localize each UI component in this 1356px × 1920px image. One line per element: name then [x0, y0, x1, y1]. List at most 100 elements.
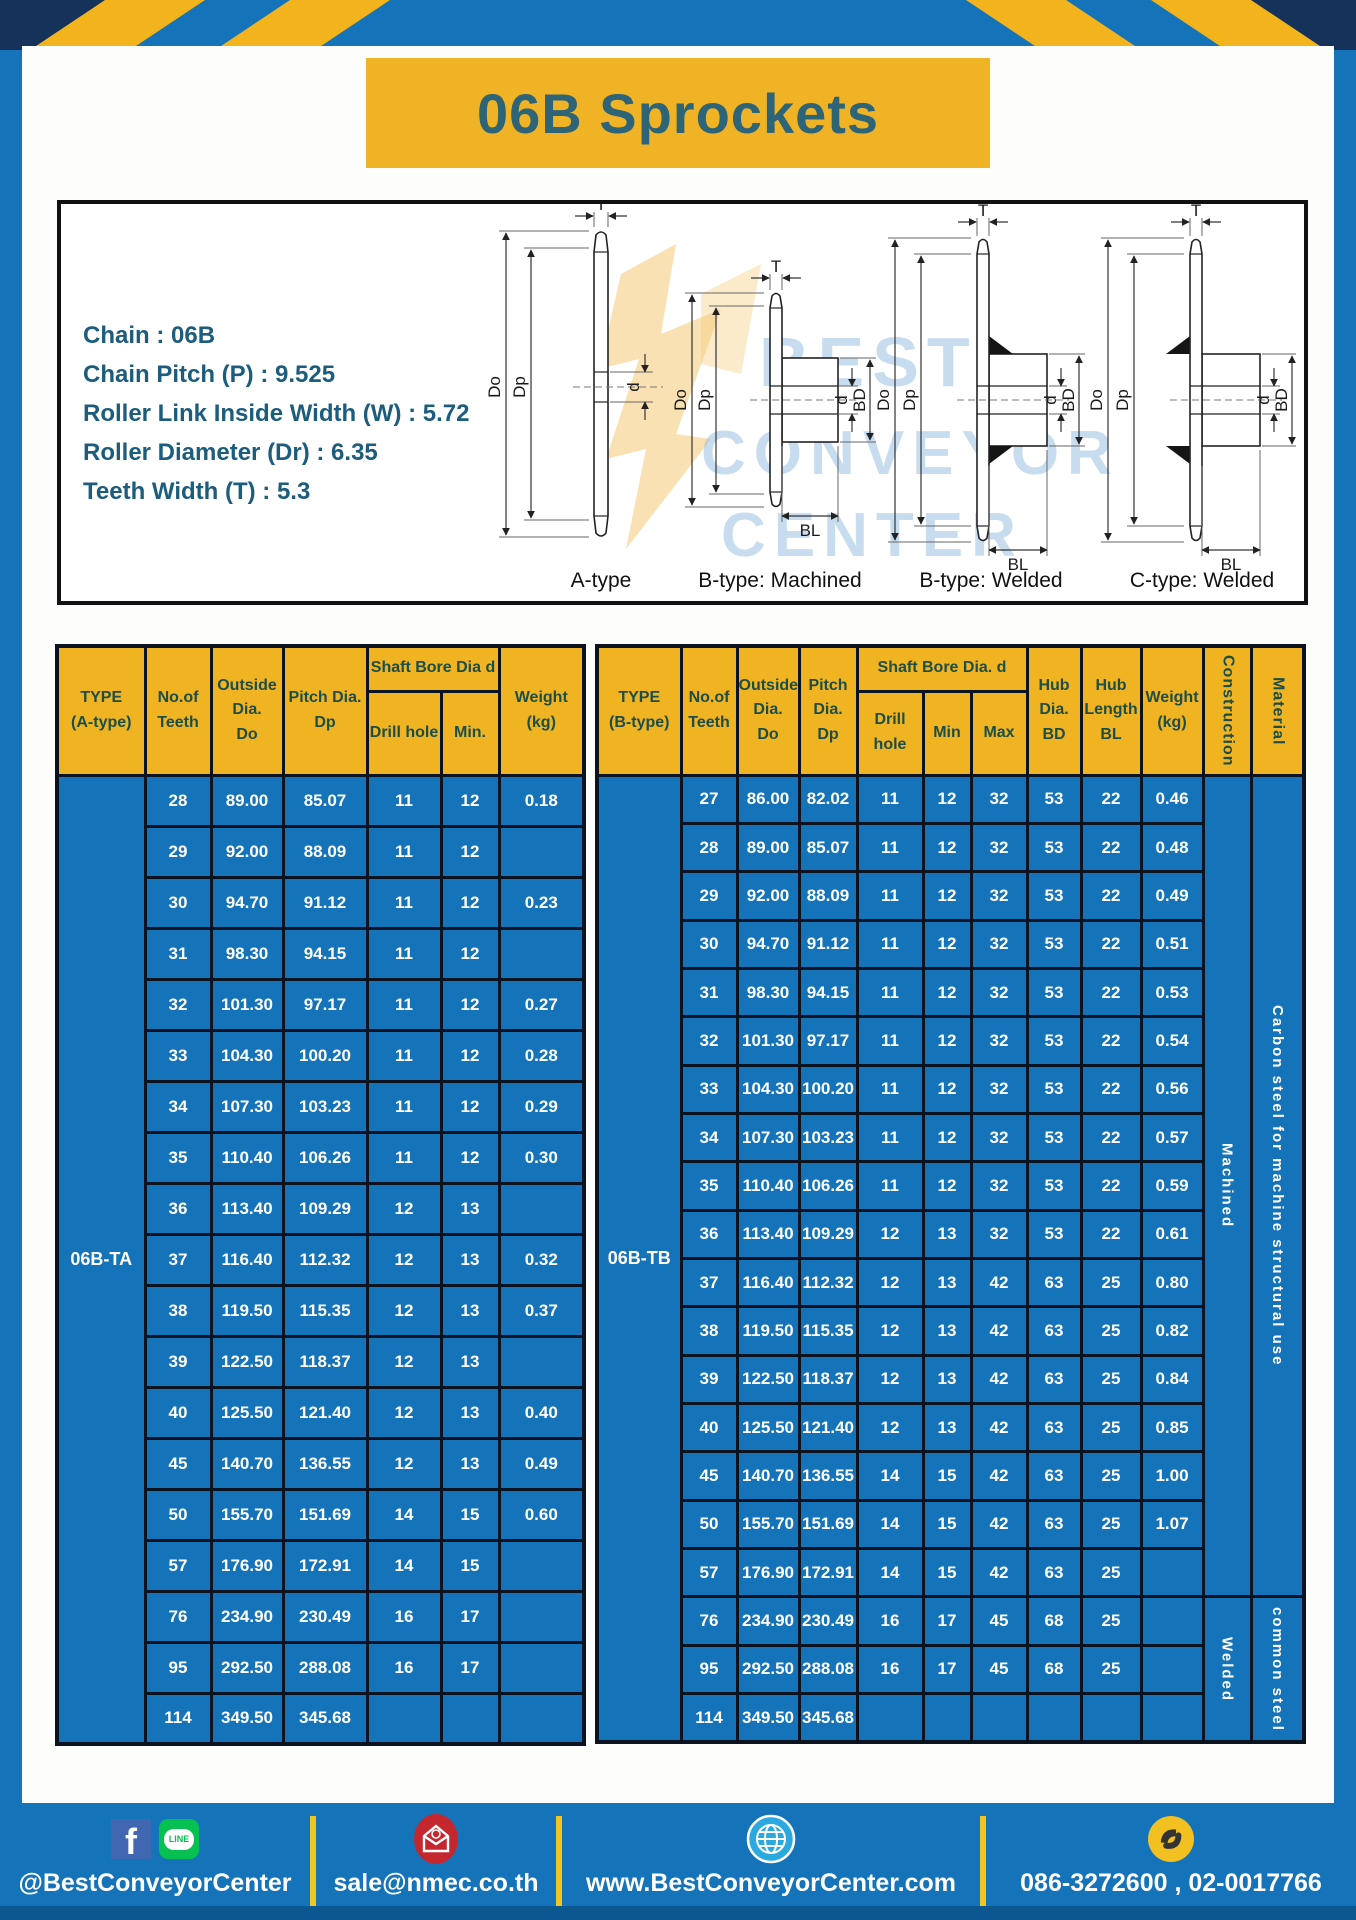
data-cell: 1.07: [1139, 1498, 1205, 1551]
table-row: 36 113.40 109.29 12 13 32 53 22 0.61: [597, 1208, 1304, 1260]
svg-text:T: T: [1191, 204, 1201, 220]
data-cell: 25: [1079, 1595, 1143, 1647]
data-cell: 82.02: [797, 773, 859, 825]
data-cell: 121.40: [281, 1385, 369, 1440]
data-cell: 94.70: [735, 918, 801, 970]
data-cell: 113.40: [209, 1181, 285, 1236]
dim-label-d: d: [624, 382, 643, 391]
spec-panel: BEST CONVEYOR CENTER Do Dp d T A-type: [57, 200, 1308, 605]
data-cell: 11: [855, 1063, 925, 1115]
col-header-drill-hole: Drill hole: [365, 689, 443, 777]
col-header-drill-hole: Drill hole: [855, 689, 925, 777]
title-banner: 06B Sprockets: [366, 58, 990, 168]
data-cell: 42: [969, 1546, 1029, 1599]
data-cell: 16: [365, 1589, 443, 1644]
data-cell: 89.00: [735, 821, 801, 874]
col-header-material: Material: [1249, 644, 1306, 777]
svg-text:T: T: [771, 257, 781, 276]
data-cell: 12: [365, 1232, 443, 1287]
data-cell: 11: [855, 1160, 925, 1212]
data-cell: 22: [1079, 773, 1143, 825]
data-cell: 11: [855, 821, 925, 874]
data-cell: 63: [1025, 1305, 1083, 1357]
svg-text:BD: BD: [850, 388, 869, 412]
table-row: 38 119.50 115.35 12 13 0.37: [57, 1283, 586, 1338]
data-cell: 32: [969, 773, 1029, 825]
table-row: 06B-TB 27 86.00 82.02 11 12 32 53 22 0.46 Machined…: [595, 773, 1306, 1744]
table-row: 39 122.50 118.37 12 13: [57, 1334, 586, 1389]
data-cell: 11: [365, 875, 443, 930]
data-cell: 176.90: [209, 1538, 285, 1593]
data-cell: 34: [679, 1111, 739, 1164]
data-cell: 92.00: [209, 824, 285, 879]
col-header-min: Min.: [439, 689, 501, 777]
data-cell: 106.26: [797, 1160, 859, 1212]
data-cell: 12: [365, 1181, 443, 1236]
footer-phone-section: 086-3272600 , 02-0017766: [986, 1803, 1356, 1920]
table-row: 114 349.50 345.68: [597, 1692, 1304, 1744]
table-row: 37 116.40 112.32 12 13 0.32: [57, 1232, 586, 1287]
data-cell: 104.30: [735, 1063, 801, 1115]
data-cell: 31: [143, 926, 213, 981]
footer-divider: [980, 1815, 986, 1908]
data-cell: 12: [921, 1015, 973, 1067]
mail-icon: [414, 1814, 458, 1864]
data-cell: 0.29: [497, 1079, 586, 1134]
data-cell: 16: [365, 1640, 443, 1695]
data-cell: 12: [439, 1079, 501, 1134]
sprocket-drawings: BEST CONVEYOR CENTER Do Dp d T A-type: [485, 204, 1296, 592]
data-cell: 29: [679, 870, 739, 922]
data-cell: 110.40: [209, 1130, 285, 1185]
data-cell: 13: [439, 1181, 501, 1236]
table-row: 31 98.30 94.15 11 12 32 53 22 0.53: [597, 966, 1304, 1019]
table-row: 33 104.30 100.20 11 12 32 53 22 0.56: [597, 1063, 1304, 1115]
table-row: 114 349.50 345.68: [57, 1691, 586, 1746]
data-cell: 32: [969, 1015, 1029, 1067]
data-cell: 13: [921, 1353, 973, 1405]
data-cell: 17: [921, 1643, 973, 1696]
spec-roller-link-width: Roller Link Inside Width (W) : 5.72: [83, 400, 470, 427]
table-row: 34 107.30 103.23 11 12 32 53 22 0.57: [597, 1111, 1304, 1164]
data-cell: 28: [143, 773, 213, 828]
data-cell: 11: [365, 1130, 443, 1185]
data-cell: 0.85: [1139, 1401, 1205, 1454]
footer-website: www.BestConveyorCenter.com: [585, 1869, 956, 1897]
data-cell: 31: [679, 966, 739, 1019]
data-cell: 12: [439, 926, 501, 981]
col-header-outside-dia: Outside Dia. Do: [735, 644, 801, 777]
data-cell: 12: [921, 773, 973, 825]
footer-email-section: sale@nmec.co.th: [316, 1803, 556, 1920]
data-cell: 92.00: [735, 870, 801, 922]
data-cell: 53: [1025, 1111, 1083, 1164]
data-cell: 12: [439, 1028, 501, 1083]
data-cell: 151.69: [281, 1487, 369, 1542]
table-row: 45 140.70 136.55 12 13 0.49: [57, 1436, 586, 1491]
drawing-a-type: Do Dp d T A-type: [485, 204, 663, 592]
data-cell: 40: [143, 1385, 213, 1440]
footer-email: sale@nmec.co.th: [333, 1869, 539, 1897]
data-cell: 38: [679, 1305, 739, 1357]
data-cell: 35: [679, 1160, 739, 1212]
data-cell: 292.50: [209, 1640, 285, 1695]
data-cell: [1139, 1692, 1205, 1744]
data-cell: 107.30: [209, 1079, 285, 1134]
data-cell: 104.30: [209, 1028, 285, 1083]
data-cell: 17: [439, 1640, 501, 1695]
phone-icon: [1148, 1816, 1194, 1862]
data-cell: 15: [921, 1450, 973, 1502]
data-cell: 25: [1079, 1498, 1143, 1551]
data-cell: 11: [855, 773, 925, 825]
data-cell: 122.50: [209, 1334, 285, 1389]
table-row: 45 140.70 136.55 14 15 42 63 25 1.00: [597, 1450, 1304, 1502]
svg-text:BL: BL: [1221, 555, 1242, 574]
data-cell: 0.23: [497, 875, 586, 930]
data-cell: 34: [143, 1079, 213, 1134]
data-cell: 39: [679, 1353, 739, 1405]
col-header-max: Max: [969, 689, 1029, 777]
data-cell: 0.32: [497, 1232, 586, 1287]
data-cell: 42: [969, 1450, 1029, 1502]
data-cell: 30: [679, 918, 739, 970]
data-cell: 176.90: [735, 1546, 801, 1599]
data-cell: 101.30: [209, 977, 285, 1032]
svg-text:BD: BD: [1272, 388, 1291, 412]
